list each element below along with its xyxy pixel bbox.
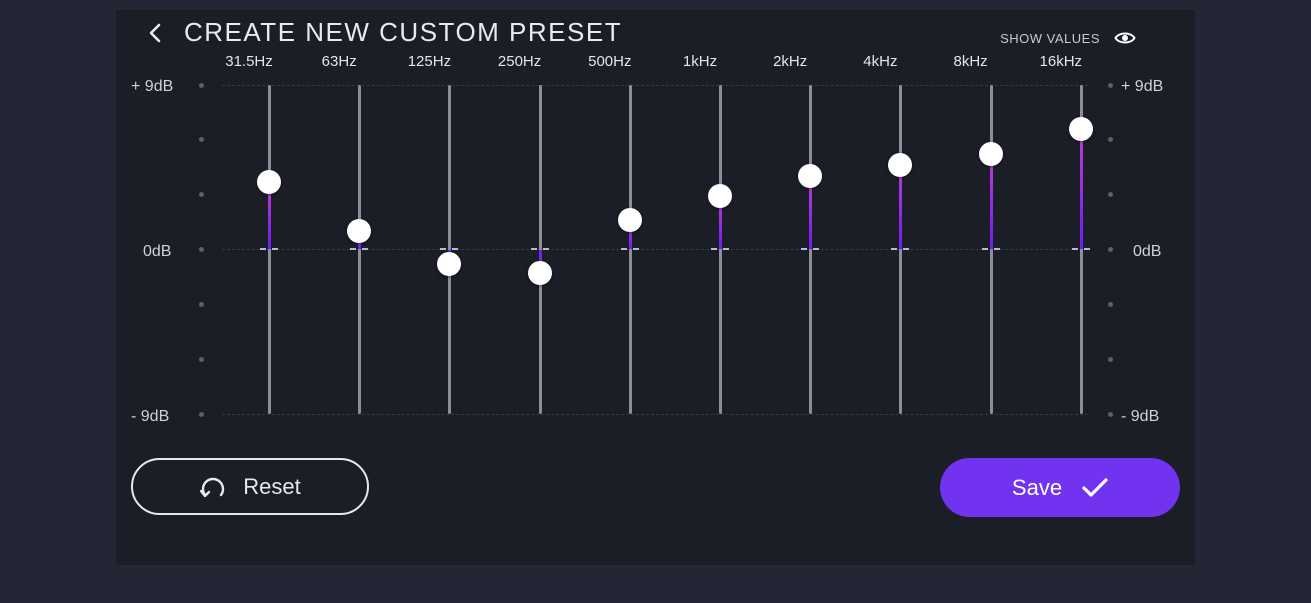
band-label: 125Hz [407,53,452,70]
slider-knob[interactable] [798,164,823,189]
scale-dot [198,137,204,143]
band-label: 4kHz [863,53,898,70]
back-button[interactable] [140,18,170,48]
scale-dot [198,82,204,88]
scale-dot [1107,137,1113,143]
band-label: 250Hz [497,53,542,70]
scale-dot [1107,301,1113,307]
slider-fill [719,196,722,250]
scale-zero-label-right: 0dB [1133,243,1162,260]
slider-knob[interactable] [527,261,552,286]
reset-icon [200,477,225,497]
scale-max-label-left: + 9dB [131,78,174,95]
slider-knob[interactable] [437,252,462,277]
reset-label: Reset [243,473,301,499]
show-values-toggle[interactable]: SHOW VALUES [1000,27,1136,49]
scale-dot [198,247,204,252]
slider-fill [1079,128,1083,250]
slider-fill [268,181,271,250]
scale-dot [198,356,204,362]
slider-fill [899,165,903,250]
scale-zero-label-left: 0dB [143,243,172,260]
slider-fill [809,176,813,250]
band-label: 500Hz [588,53,632,70]
scale-dot [1107,247,1113,252]
gridline-min [222,414,1088,415]
scale-dot [1107,356,1113,362]
reset-button[interactable]: Reset [131,458,369,515]
eye-icon [1114,32,1136,44]
save-button[interactable]: Save [940,458,1180,517]
page-title: CREATE NEW CUSTOM PRESET [184,17,623,47]
band-label: 63Hz [321,53,357,70]
scale-dot [198,192,204,198]
band-label: 31.5Hz [225,53,273,70]
scale-dot [198,301,204,307]
zero-marker [530,248,549,250]
slider-knob[interactable] [888,153,913,178]
band-label: 1kHz [682,53,718,70]
band-label: 8kHz [953,53,988,70]
slider-knob[interactable] [257,169,281,194]
gridline-max [222,85,1088,86]
zero-marker [440,248,459,250]
band-label: 16kHz [1039,53,1083,70]
scale-min-label-left: - 9dB [131,408,170,425]
chevron-left-icon [149,23,161,43]
scale-dot [1107,192,1113,198]
slider-knob[interactable] [978,142,1003,167]
checkmark-icon [1082,477,1108,497]
band-label: 2kHz [773,53,808,70]
show-values-label: SHOW VALUES [1000,30,1100,46]
slider-knob[interactable] [1068,116,1093,141]
scale-max-label-right: + 9dB [1121,78,1164,95]
slider-fill [628,220,632,250]
slider-knob[interactable] [708,184,732,209]
slider-knob[interactable] [617,208,642,233]
scale-dot [198,411,204,417]
slider-fill [989,154,993,250]
save-label: Save [1011,474,1063,500]
scale-dot [1107,411,1113,417]
scale-dot [1107,82,1113,88]
scale-min-label-right: - 9dB [1121,408,1160,425]
gridline-zero [222,249,1088,250]
slider-knob[interactable] [347,219,372,244]
